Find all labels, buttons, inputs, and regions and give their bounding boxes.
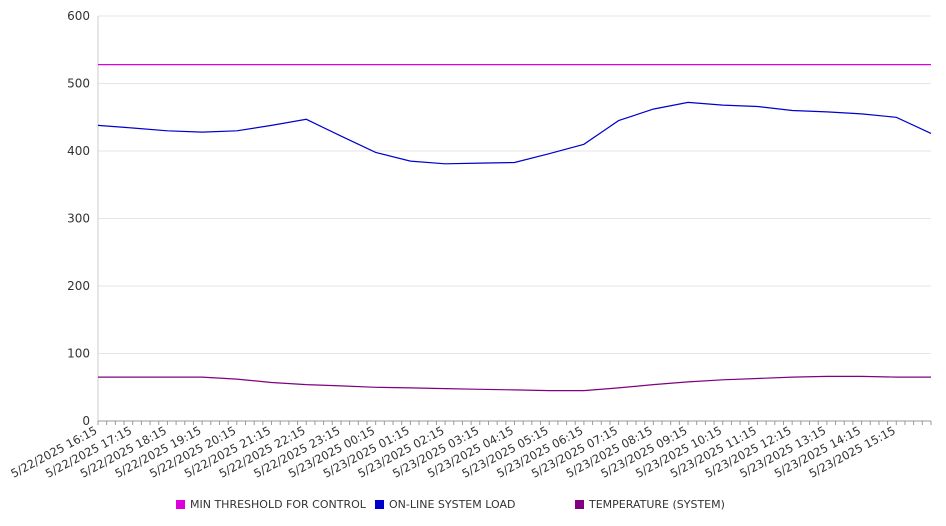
y-tick-label: 0	[82, 414, 90, 428]
legend: MIN THRESHOLD FOR CONTROL ON-LINE SYSTEM…	[176, 498, 936, 514]
y-tick-labels: 0 100 200 300 400 500 600	[67, 9, 90, 428]
y-tick-label: 300	[67, 212, 90, 226]
series-line-2	[97, 101, 932, 165]
y-tick-label: 400	[67, 144, 90, 158]
legend-label: TEMPERATURE (SYSTEM)	[589, 498, 725, 511]
legend-swatch	[575, 500, 584, 509]
x-tick-labels: 5/22/2025 16:155/22/2025 17:155/22/2025 …	[8, 423, 897, 480]
legend-label: ON-LINE SYSTEM LOAD	[389, 498, 516, 511]
y-tick-label: 600	[67, 9, 90, 23]
legend-label: MIN THRESHOLD FOR CONTROL	[190, 498, 366, 511]
legend-item-system-load[interactable]: ON-LINE SYSTEM LOAD	[375, 498, 515, 511]
legend-swatch	[176, 500, 185, 509]
y-tick-label: 200	[67, 279, 90, 293]
legend-item-threshold[interactable]: MIN THRESHOLD FOR CONTROL	[176, 498, 366, 511]
legend-item-temperature[interactable]: TEMPERATURE (SYSTEM)	[575, 498, 725, 511]
axes	[97, 16, 932, 425]
series-line-3	[98, 375, 931, 392]
grid-lines	[98, 15, 931, 354]
series-lines	[97, 63, 932, 392]
y-tick-label: 100	[67, 347, 90, 361]
y-tick-label: 500	[67, 77, 90, 91]
line-chart: 0 100 200 300 400 500 600 5/22/2025 16:155/22/…	[8, 9, 932, 481]
legend-swatch	[375, 500, 384, 509]
